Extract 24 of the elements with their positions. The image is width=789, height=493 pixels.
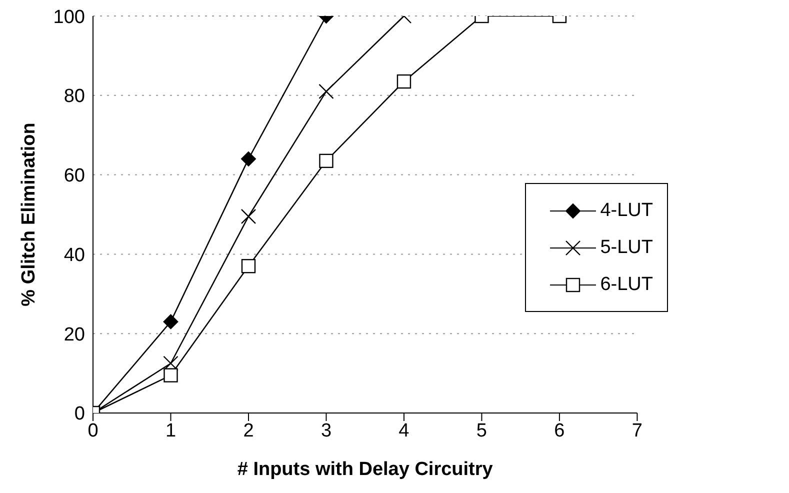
point <box>240 208 256 224</box>
y-tick-label: 100 <box>53 6 85 28</box>
x-tick-label: 3 <box>320 420 332 442</box>
x-tick-label: 1 <box>165 420 176 442</box>
y-axis-title: % Glitch Elimination <box>18 122 40 306</box>
x-tick-label: 5 <box>476 420 488 442</box>
x-tick-label: 7 <box>632 420 642 442</box>
y-tick-label: 60 <box>64 166 85 187</box>
x-tick-label: 2 <box>243 420 254 442</box>
point <box>163 356 178 371</box>
legend-label: 5-LUT <box>600 236 653 258</box>
legend-label: 6-LUT <box>600 274 653 296</box>
x-tick-label: 4 <box>398 420 410 442</box>
y-tick-label: 40 <box>64 244 85 266</box>
y-tick-label: 0 <box>74 404 85 425</box>
x-tick-label: 0 <box>88 420 98 442</box>
y-tick-label: 20 <box>64 324 85 346</box>
y-tick-label: 80 <box>64 86 85 108</box>
x-tick-label: 6 <box>554 420 565 442</box>
point <box>241 259 256 274</box>
point <box>164 368 178 382</box>
x-axis-title: # Inputs with Delay Circuitry <box>237 459 494 480</box>
point <box>163 314 178 330</box>
legend-label: 4-LUT <box>600 200 653 222</box>
